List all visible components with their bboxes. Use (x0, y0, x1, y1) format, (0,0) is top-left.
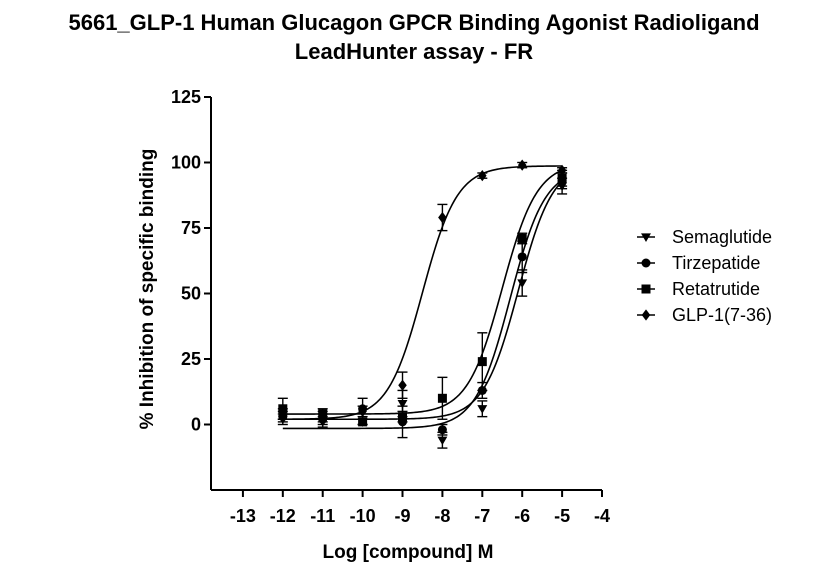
point-glp-1-7-36- (398, 379, 407, 391)
legend-label-glp-1-7-36-: GLP-1(7-36) (672, 305, 772, 325)
legend-marker-tirzepatide (641, 258, 651, 268)
point-glp-1-7-36- (517, 159, 527, 171)
legend-marker-semaglutide (641, 233, 651, 242)
x-tick-label: -8 (434, 506, 450, 526)
x-axis-label: Log [compound] M (323, 542, 494, 563)
x-tick-label: -9 (395, 506, 411, 526)
x-tick-label: -4 (594, 506, 610, 526)
point-semaglutide (437, 436, 448, 446)
legend-label-tirzepatide: Tirzepatide (672, 253, 760, 273)
point-glp-1-7-36- (358, 405, 367, 418)
point-retatrutide (437, 393, 447, 403)
point-retatrutide (477, 357, 487, 367)
point-glp-1-7-36- (478, 169, 487, 182)
fit-curve-tirzepatide (282, 179, 563, 430)
y-tick-label: 125 (171, 87, 201, 107)
y-tick-label: 0 (191, 415, 201, 435)
y-tick-label: 25 (181, 349, 201, 369)
point-retatrutide (398, 412, 408, 422)
point-glp-1-7-36- (278, 408, 288, 420)
point-semaglutide (397, 399, 408, 409)
fit-curve-glp-1-7-36- (282, 165, 563, 420)
x-tick-label: -12 (270, 506, 296, 526)
point-tirzepatide (437, 425, 447, 435)
legend-marker-glp-1-7-36- (641, 309, 651, 321)
y-axis-label: % Inhibition of specific binding (137, 149, 158, 430)
point-retatrutide (517, 233, 527, 243)
chart-title-line-1: 5661_GLP-1 Human Glucagon GPCR Binding A… (68, 10, 759, 35)
x-tick-label: -6 (514, 506, 530, 526)
x-tick-label: -10 (350, 506, 376, 526)
point-semaglutide (517, 279, 528, 288)
point-glp-1-7-36- (557, 164, 567, 176)
point-glp-1-7-36- (318, 411, 327, 423)
x-tick-label: -5 (554, 506, 570, 526)
legend-label-semaglutide: Semaglutide (672, 227, 772, 247)
legend: Semaglutide Tirzepatide Retatrutide GLP-1(7… (637, 227, 772, 325)
fit-curves (282, 165, 563, 430)
y-tick-label: 100 (171, 153, 201, 173)
legend-label-retatrutide: Retatrutide (672, 279, 760, 299)
legend-marker-retatrutide (641, 284, 651, 294)
fit-curve-semaglutide (282, 180, 563, 421)
point-glp-1-7-36- (438, 211, 447, 224)
x-tick-label: -13 (230, 506, 256, 526)
x-tick-label: -11 (310, 506, 335, 526)
axes: 0 25 50 75 100 125 -13 -12 -11 -10 -9 -8 -7 -6 -5 -4 (171, 87, 610, 526)
point-retatrutide (557, 173, 567, 183)
y-tick-label: 50 (181, 284, 201, 304)
point-tirzepatide (517, 252, 527, 262)
chart-title-line-2: LeadHunter assay - FR (295, 39, 534, 64)
fit-curve-retatrutide (282, 169, 563, 415)
data-points (277, 159, 568, 449)
point-retatrutide (358, 417, 368, 427)
x-tick-label: -7 (474, 506, 490, 526)
y-tick-label: 75 (181, 218, 201, 238)
point-semaglutide (477, 405, 488, 414)
